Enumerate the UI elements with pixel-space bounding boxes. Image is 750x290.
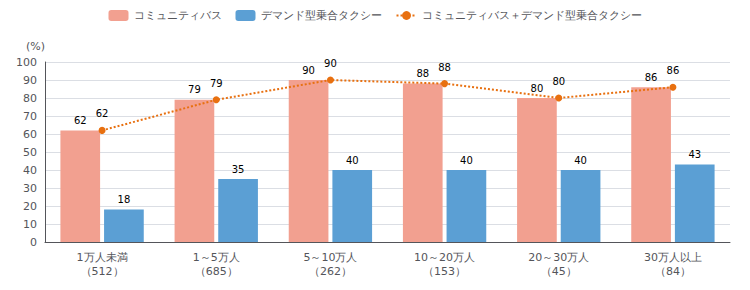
svg-text:90: 90 bbox=[324, 58, 337, 69]
svg-text:コミュニティバス: コミュニティバス bbox=[134, 9, 222, 22]
svg-text:90: 90 bbox=[302, 65, 315, 76]
svg-text:79: 79 bbox=[210, 78, 223, 89]
svg-text:70: 70 bbox=[23, 110, 37, 123]
svg-text:18: 18 bbox=[118, 194, 131, 205]
svg-text:（45）: （45） bbox=[541, 265, 577, 278]
svg-text:100: 100 bbox=[16, 56, 37, 69]
svg-text:10～20万人: 10～20万人 bbox=[414, 251, 475, 264]
svg-text:20: 20 bbox=[23, 200, 37, 213]
svg-text:80: 80 bbox=[531, 83, 544, 94]
svg-text:20～30万人: 20～30万人 bbox=[528, 251, 589, 264]
svg-text:（153）: （153） bbox=[423, 265, 466, 278]
svg-text:1万人未満: 1万人未満 bbox=[77, 251, 128, 264]
svg-text:40: 40 bbox=[346, 155, 359, 166]
svg-text:50: 50 bbox=[23, 146, 37, 159]
svg-text:86: 86 bbox=[645, 72, 658, 83]
svg-text:90: 90 bbox=[23, 74, 37, 87]
svg-text:79: 79 bbox=[188, 84, 201, 95]
svg-text:コミュニティバス＋デマンド型乗合タクシー: コミュニティバス＋デマンド型乗合タクシー bbox=[422, 9, 642, 22]
svg-text:デマンド型乗合タクシー: デマンド型乗合タクシー bbox=[261, 9, 382, 22]
svg-text:(%): (%) bbox=[26, 40, 45, 53]
svg-text:43: 43 bbox=[688, 149, 701, 160]
svg-text:62: 62 bbox=[96, 108, 109, 119]
svg-text:（262）: （262） bbox=[309, 265, 352, 278]
svg-text:40: 40 bbox=[23, 164, 37, 177]
svg-text:（84）: （84） bbox=[655, 265, 691, 278]
svg-text:30: 30 bbox=[23, 182, 37, 195]
svg-text:35: 35 bbox=[232, 164, 245, 175]
svg-text:80: 80 bbox=[552, 76, 565, 87]
svg-text:86: 86 bbox=[667, 65, 680, 76]
svg-text:88: 88 bbox=[438, 62, 451, 73]
svg-text:10: 10 bbox=[23, 218, 37, 231]
svg-text:60: 60 bbox=[23, 128, 37, 141]
svg-text:1～5万人: 1～5万人 bbox=[193, 251, 240, 264]
svg-text:（685）: （685） bbox=[195, 265, 238, 278]
svg-text:40: 40 bbox=[460, 155, 473, 166]
svg-text:88: 88 bbox=[416, 68, 429, 79]
svg-text:5～10万人: 5～10万人 bbox=[303, 251, 357, 264]
svg-text:30万人以上: 30万人以上 bbox=[644, 251, 702, 264]
svg-text:62: 62 bbox=[74, 115, 87, 126]
svg-text:40: 40 bbox=[574, 155, 587, 166]
svg-text:（512）: （512） bbox=[81, 265, 124, 278]
svg-text:80: 80 bbox=[23, 92, 37, 105]
svg-text:0: 0 bbox=[30, 236, 37, 249]
